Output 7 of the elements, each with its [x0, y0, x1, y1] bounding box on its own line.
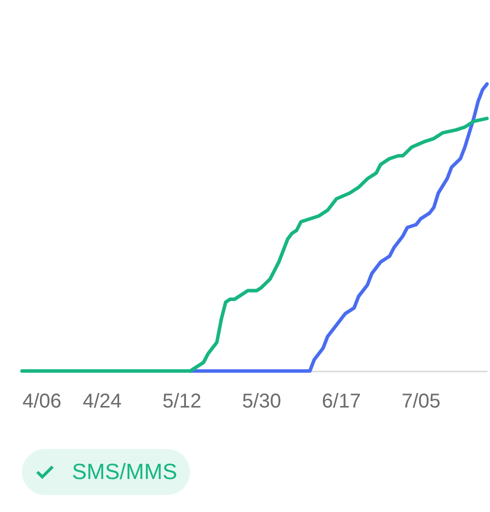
- x-tick-label: 4/06: [22, 390, 62, 412]
- legend-label: SMS/MMS: [72, 459, 178, 484]
- x-tick-label: 5/30: [242, 390, 282, 412]
- x-tick-label: 5/12: [162, 390, 202, 412]
- x-tick-label: 4/24: [82, 390, 122, 412]
- x-tick-label: 7/05: [402, 390, 441, 412]
- x-tick-label: 6/17: [322, 390, 361, 412]
